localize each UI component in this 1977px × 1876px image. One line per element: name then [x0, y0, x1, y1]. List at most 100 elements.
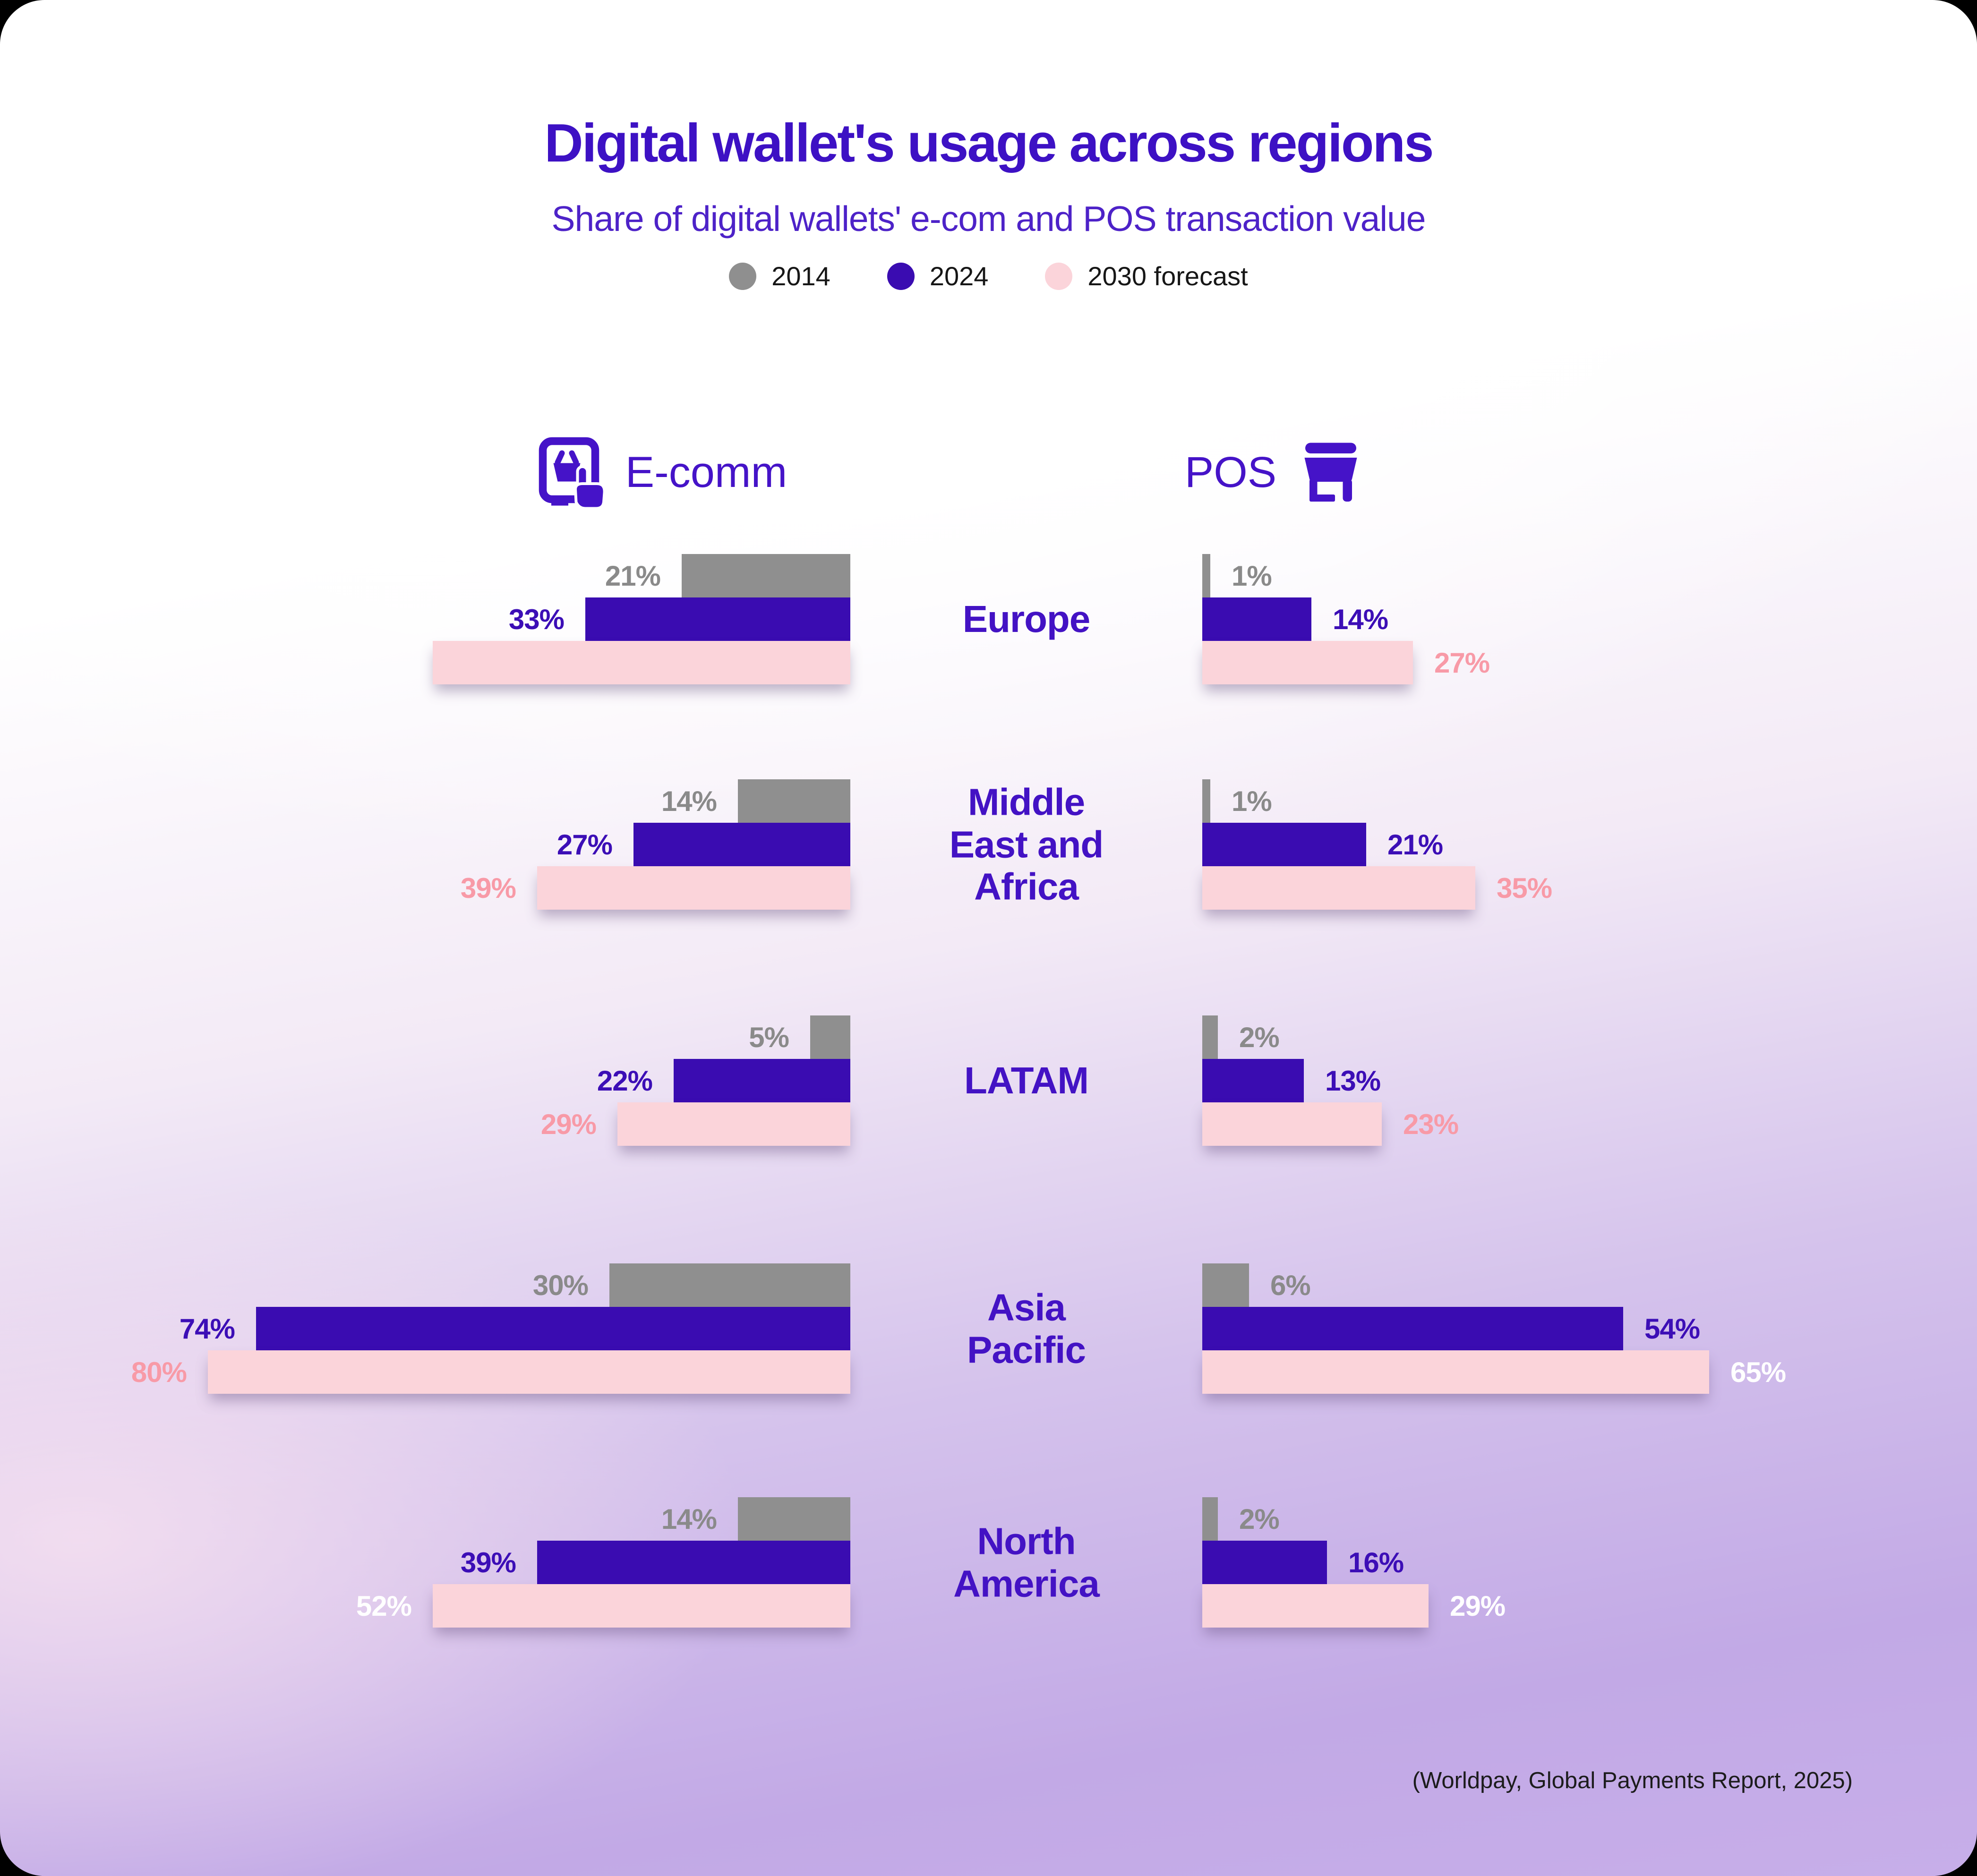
legend-item-2030: 2030 forecast [1045, 261, 1248, 291]
pos-bar-2014 [1202, 779, 1210, 823]
bar-value-label: 54% [1644, 1313, 1700, 1345]
bar-value-label: 29% [540, 1108, 597, 1140]
ecomm-bar-line: 29% [0, 1102, 850, 1146]
ecomm-bar-line: 21% [0, 554, 850, 597]
pos-bar-group: 1% 14% 27% [1202, 554, 1977, 684]
pos-bar-2014 [1202, 1497, 1218, 1541]
bar-value-label: 5% [749, 1021, 789, 1053]
pos-bar-line: 1% [1202, 554, 1977, 597]
ecomm-bar-line: 74% [0, 1307, 850, 1350]
pos-bar-2030 [1202, 641, 1413, 684]
legend-item-2014: 2014 [729, 261, 830, 291]
pos-bar-group: 6% 54% 65% [1202, 1263, 1977, 1394]
pos-bar-group: 2% 16% 29% [1202, 1497, 1977, 1628]
bar-value-label: 21% [1387, 828, 1443, 861]
ecomm-bar-line [0, 641, 850, 684]
pos-bar-2030 [1202, 1350, 1709, 1394]
bar-value-label: 13% [1325, 1065, 1381, 1097]
bar-value-label: 14% [661, 785, 717, 817]
bar-value-label: 27% [556, 828, 613, 861]
bar-value-label: 2% [1239, 1021, 1280, 1053]
ecomm-bar-2030 [537, 866, 850, 910]
pos-bar-line: 21% [1202, 823, 1977, 866]
bar-value-label: 39% [460, 872, 516, 904]
region-label: Europe [962, 598, 1091, 640]
bar-value-label: 52% [356, 1590, 412, 1622]
ecomm-bar-2024 [585, 597, 850, 641]
pos-bar-line: 27% [1202, 641, 1977, 684]
pos-column-label: POS [1184, 448, 1277, 496]
ecomm-bar-2030 [617, 1102, 850, 1146]
bar-value-label: 33% [508, 603, 565, 635]
ecomm-bar-line: 80% [0, 1350, 850, 1394]
pos-bar-line: 16% [1202, 1541, 1977, 1584]
ecomm-bar-group: 30% 74% 80% [0, 1263, 850, 1394]
pos-bar-2024 [1202, 823, 1366, 866]
pos-bar-line: 13% [1202, 1059, 1977, 1102]
legend-swatch-2024-icon [887, 262, 915, 290]
page-title: Digital wallet's usage across regions [544, 113, 1434, 173]
legend-swatch-2030-icon [1045, 262, 1073, 290]
pos-bar-2030 [1202, 866, 1475, 910]
ecomm-bar-line: 27% [0, 823, 850, 866]
ecomm-bar-group: 21% 33% [0, 554, 850, 684]
bar-value-label: 35% [1497, 872, 1552, 904]
ecomm-bar-2014 [738, 779, 850, 823]
pos-bar-2014 [1202, 554, 1210, 597]
ecomm-bar-line: 14% [0, 1497, 850, 1541]
ecomm-bar-line: 39% [0, 866, 850, 910]
ecomm-bar-2024 [633, 823, 850, 866]
ecomm-bar-2030 [433, 1584, 850, 1628]
region-label: North America [953, 1520, 1100, 1604]
ecomm-bar-2014 [609, 1263, 850, 1307]
legend-item-2024: 2024 [887, 261, 989, 291]
bar-value-label: 65% [1730, 1356, 1786, 1388]
ecomm-bar-line: 33% [0, 597, 850, 641]
ecomm-bar-line: 22% [0, 1059, 850, 1102]
pos-bar-2024 [1202, 1059, 1304, 1102]
region-label: Asia Pacific [967, 1286, 1086, 1371]
region-row: 14% 27% 39% Middle East and Africa 1% 21% 35% [0, 779, 1977, 910]
ecomm-bar-2024 [256, 1307, 850, 1350]
ecomm-bar-line: 30% [0, 1263, 850, 1307]
legend: 2014 2024 2030 forecast [0, 261, 1977, 291]
storefront-icon [1295, 441, 1366, 504]
ecomm-bar-2024 [537, 1541, 850, 1584]
region-row: 30% 74% 80% Asia Pacific 6% 54% 65% [0, 1263, 1977, 1394]
bar-value-label: 80% [131, 1356, 187, 1388]
pos-bar-2024 [1202, 597, 1311, 641]
region-label: LATAM [964, 1059, 1089, 1102]
region-label: Middle East and Africa [949, 781, 1104, 908]
tablet-shopping-icon [536, 437, 607, 508]
region-row: 14% 39% 52% North America 2% 16% 29% [0, 1497, 1977, 1628]
pos-bar-2014 [1202, 1015, 1218, 1059]
pos-bar-line: 29% [1202, 1584, 1977, 1628]
ecomm-bar-2014 [682, 554, 850, 597]
pos-bar-group: 2% 13% 23% [1202, 1015, 1977, 1146]
pos-bar-2030 [1202, 1584, 1429, 1628]
pos-bar-2024 [1202, 1307, 1623, 1350]
bar-value-label: 74% [179, 1313, 235, 1345]
pos-bar-line: 14% [1202, 597, 1977, 641]
bar-value-label: 16% [1348, 1546, 1404, 1578]
ecomm-bar-2014 [738, 1497, 850, 1541]
bar-value-label: 14% [1333, 603, 1388, 635]
legend-label-2030: 2030 forecast [1087, 261, 1248, 291]
pos-bar-line: 2% [1202, 1015, 1977, 1059]
pos-bar-2024 [1202, 1541, 1327, 1584]
ecomm-bar-group: 5% 22% 29% [0, 1015, 850, 1146]
ecomm-bar-line: 52% [0, 1584, 850, 1628]
ecomm-bar-2030 [208, 1350, 850, 1394]
bar-value-label: 29% [1450, 1590, 1506, 1622]
legend-label-2024: 2024 [929, 261, 989, 291]
pos-bar-2014 [1202, 1263, 1249, 1307]
pos-bar-line: 23% [1202, 1102, 1977, 1146]
ecomm-bar-line: 39% [0, 1541, 850, 1584]
pos-bar-line: 54% [1202, 1307, 1977, 1350]
ecomm-bar-group: 14% 27% 39% [0, 779, 850, 910]
bar-value-label: 2% [1239, 1503, 1280, 1535]
legend-swatch-2014-icon [729, 262, 757, 290]
ecomm-bar-2014 [810, 1015, 850, 1059]
pos-bar-line: 35% [1202, 866, 1977, 910]
